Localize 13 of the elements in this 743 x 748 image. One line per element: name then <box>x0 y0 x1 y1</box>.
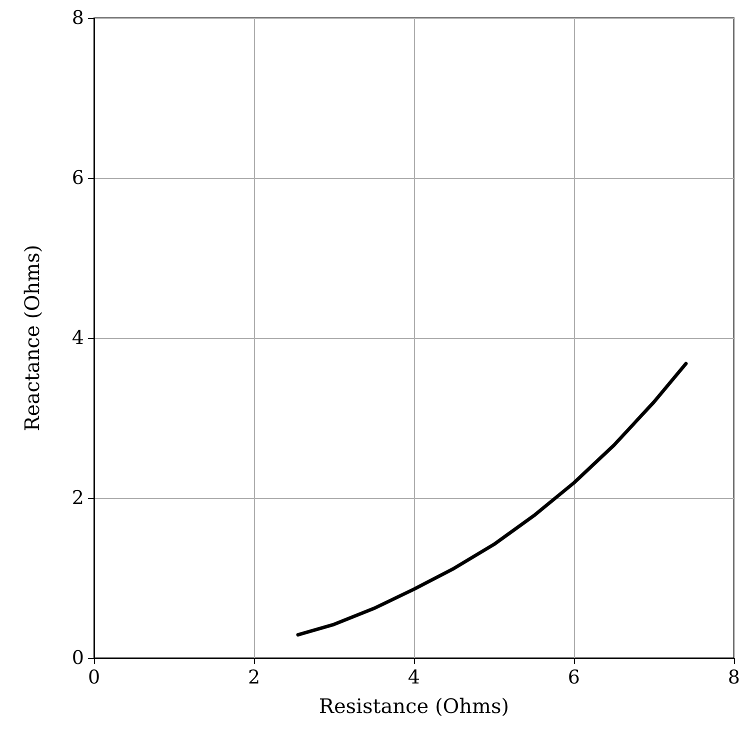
x-tick-label: 6 <box>568 666 580 688</box>
line-series <box>296 362 688 637</box>
x-tick-label: 4 <box>408 666 420 688</box>
y-tick-label: 0 <box>72 647 84 669</box>
y-tick-label: 6 <box>72 167 84 189</box>
y-tick-label: 8 <box>72 7 84 29</box>
x-axis-title: Resistance (Ohms) <box>318 694 510 718</box>
x-tick-label: 8 <box>728 666 740 688</box>
y-axis-title: Reactance (Ohms) <box>20 244 44 432</box>
y-tick-label: 4 <box>72 327 84 349</box>
y-tick-label: 2 <box>72 487 84 509</box>
x-tick-label: 0 <box>88 666 100 688</box>
x-tick-label: 2 <box>248 666 260 688</box>
